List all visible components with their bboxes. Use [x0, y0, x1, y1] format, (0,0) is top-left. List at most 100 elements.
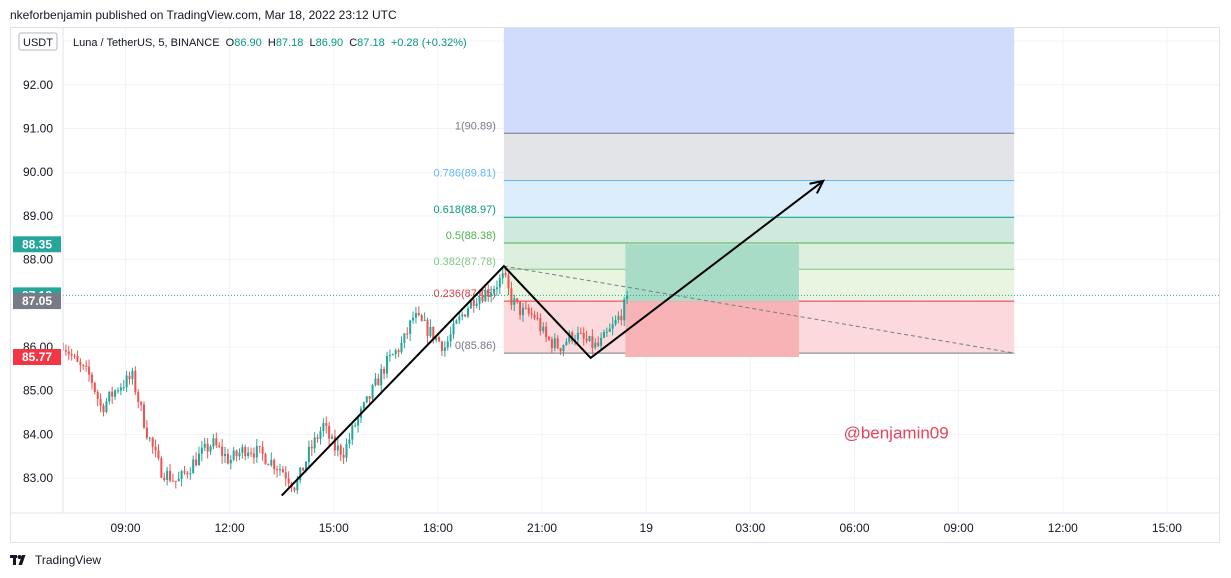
candle-body: [328, 425, 331, 439]
author-watermark: @benjamin09: [844, 424, 949, 443]
candle-body: [536, 317, 539, 319]
price-tag: 88.35: [13, 236, 61, 253]
candle: [131, 367, 134, 385]
candle-body: [602, 332, 605, 338]
candle: [197, 446, 200, 466]
candle-body: [235, 450, 238, 457]
long-position-tool: [625, 244, 799, 358]
y-tick-label: 90.00: [23, 165, 53, 179]
price-tag-label: 87.05: [22, 294, 52, 308]
candle: [420, 313, 423, 322]
candle: [177, 471, 180, 482]
candle-body: [90, 374, 93, 383]
candle-body: [212, 438, 215, 447]
candle-body: [125, 375, 128, 388]
candle-body: [466, 308, 470, 317]
candle: [116, 387, 119, 394]
candle: [180, 469, 183, 487]
candle: [111, 386, 114, 404]
candle: [440, 340, 443, 356]
candle: [438, 335, 441, 342]
candle-body: [542, 326, 545, 332]
candle-body: [215, 438, 218, 446]
fib-level-label: 0.786(89.81): [433, 167, 495, 179]
candle: [385, 351, 389, 379]
candle: [328, 421, 331, 447]
candle-body: [365, 396, 368, 403]
candle: [452, 317, 455, 340]
candle: [475, 297, 478, 309]
trend-dashed-line: [503, 265, 1015, 354]
price-tag-bg: [13, 293, 61, 310]
candle: [267, 463, 270, 466]
candle-body: [85, 365, 88, 367]
candle: [455, 319, 458, 325]
x-tick-label: 15:00: [1152, 521, 1182, 535]
candle-body: [183, 471, 186, 473]
tradingview-logo-icon: [10, 554, 30, 566]
candle: [553, 333, 556, 352]
candle-body: [209, 446, 212, 452]
candle-body: [623, 299, 626, 321]
candle-body: [119, 387, 122, 391]
candle: [223, 447, 227, 464]
candle: [85, 360, 88, 372]
candle-body: [533, 314, 536, 318]
price-chart[interactable]: 1(90.89) 0.786(89.81) 0.618(88.97) 0.5(88.3…: [11, 28, 1219, 542]
x-tick-label: 09:00: [944, 521, 974, 535]
candle-body: [255, 446, 258, 458]
candle-body: [278, 469, 281, 471]
y-tick-label: 84.00: [23, 427, 53, 441]
candle-body: [169, 470, 172, 481]
candle-body: [527, 307, 530, 314]
candle-body: [597, 342, 600, 346]
candle-body: [252, 453, 255, 458]
legend-part: 87.18: [357, 37, 391, 49]
candle: [278, 463, 281, 476]
candle: [568, 330, 571, 345]
candle-body: [88, 366, 91, 375]
candle-body: [388, 355, 391, 357]
candle-body: [114, 390, 117, 397]
chart-frame[interactable]: 1(90.89) 0.786(89.81) 0.618(88.97) 0.5(88.3…: [10, 27, 1220, 543]
candle: [284, 465, 287, 487]
candle: [374, 373, 377, 387]
price-tag: 87.05: [13, 293, 61, 310]
candle-body: [568, 332, 571, 342]
zigzag-arrow-line: [280, 180, 824, 497]
candle-body: [472, 299, 475, 306]
candle-body: [490, 292, 493, 297]
candle: [562, 344, 565, 357]
candle-body: [409, 320, 412, 334]
candle-body: [504, 273, 507, 276]
candle: [186, 471, 189, 479]
candle-body: [588, 335, 591, 342]
candle-body: [521, 307, 524, 316]
candle: [276, 465, 279, 478]
candle-body: [368, 396, 371, 399]
candle: [82, 363, 85, 370]
candle: [614, 315, 617, 327]
candle-body: [186, 472, 189, 475]
y-tick-label: 83.00: [23, 471, 53, 485]
candle-body: [200, 447, 203, 454]
candle: [319, 426, 322, 445]
legend-part: L: [309, 37, 315, 49]
candle-body: [310, 446, 313, 449]
candle-body: [174, 480, 177, 482]
candle: [235, 449, 238, 462]
candle-body: [293, 487, 296, 491]
candle-body: [611, 324, 614, 329]
candle: [108, 391, 111, 405]
candle: [232, 446, 235, 462]
candle: [264, 452, 267, 465]
candle: [412, 311, 415, 324]
candle: [67, 345, 70, 361]
candle: [313, 432, 316, 453]
candle-body: [582, 332, 585, 339]
legend-part: 86.90: [234, 37, 268, 49]
candle: [307, 440, 310, 468]
candle: [507, 272, 510, 296]
candle-body: [111, 391, 114, 397]
candle: [166, 467, 169, 486]
